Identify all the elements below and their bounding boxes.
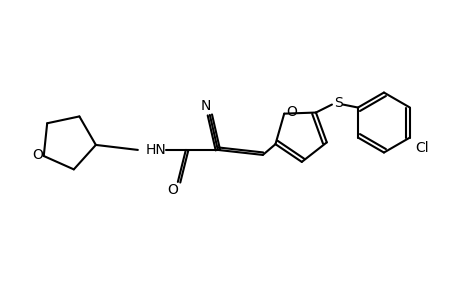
Text: O: O: [32, 148, 43, 162]
Text: HN: HN: [145, 143, 166, 157]
Text: S: S: [334, 95, 342, 110]
Text: Cl: Cl: [414, 140, 428, 154]
Text: O: O: [285, 105, 296, 119]
Text: O: O: [167, 183, 178, 197]
Text: N: N: [200, 99, 211, 113]
